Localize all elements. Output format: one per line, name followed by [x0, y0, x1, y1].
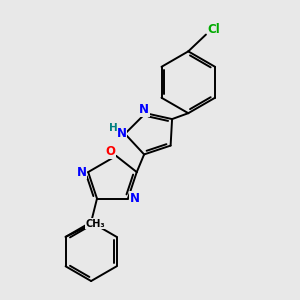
Text: H: H — [110, 123, 118, 133]
Text: N: N — [129, 192, 140, 205]
Text: N: N — [139, 103, 149, 116]
Text: N: N — [77, 166, 87, 178]
Text: N: N — [116, 127, 126, 140]
Text: O: O — [106, 145, 116, 158]
Text: CH₃: CH₃ — [85, 219, 105, 229]
Text: Cl: Cl — [208, 23, 220, 36]
